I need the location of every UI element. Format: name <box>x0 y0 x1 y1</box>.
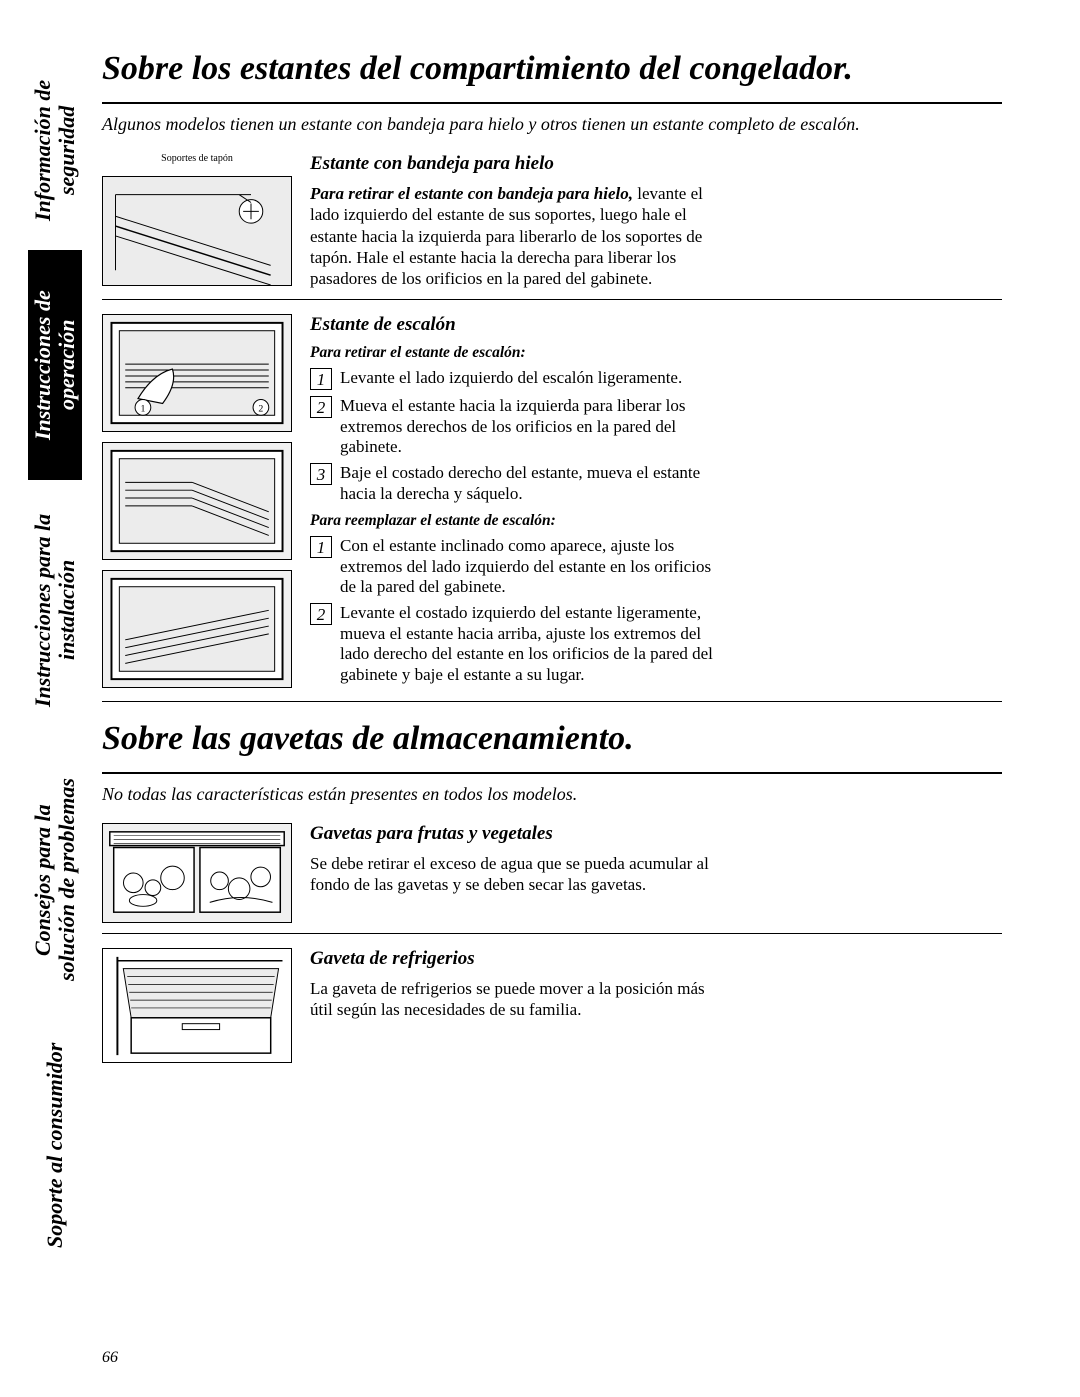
step-replace-2: 2Levante el costado izquierdo del estant… <box>310 603 730 685</box>
step-remove-3: 3Baje el costado derecho del estante, mu… <box>310 463 730 504</box>
tab-support: Soporte al consumidor <box>28 1020 82 1270</box>
tab-troubleshooting: Consejos para la solución de problemas <box>28 740 82 1020</box>
rule <box>102 772 1002 774</box>
section-snack-drawer: Gaveta de refrigerios La gaveta de refri… <box>102 948 1002 1073</box>
fig-step-shelf-mid <box>102 442 292 560</box>
heading-step-shelf: Estante de escalón <box>310 314 730 336</box>
tab-operation: Instrucciones de operación <box>28 250 82 480</box>
step-remove-2: 2Mueva el estante hacia la izquierda par… <box>310 396 730 457</box>
fig-ice-tray-shelf <box>102 176 292 286</box>
page-number: 66 <box>102 1349 118 1367</box>
section-ice-tray-shelf: Soportes de tapón <box>102 153 1002 300</box>
svg-text:1: 1 <box>140 404 145 415</box>
subhead-replace: Para reemplazar el estante de escalón: <box>310 512 730 530</box>
page-content: Sobre los estantes del compartimiento de… <box>102 50 1002 1087</box>
step-remove-1: 1Levante el lado izquierdo del escalón l… <box>310 368 730 390</box>
step-replace-1: 1Con el estante inclinado como aparece, … <box>310 536 730 597</box>
subhead-remove: Para retirar el estante de escalón: <box>310 344 730 362</box>
heading-snack: Gaveta de refrigerios <box>310 948 730 970</box>
side-tabs: Información de seguridad Instrucciones d… <box>28 50 82 1350</box>
stepnum: 3 <box>310 463 332 485</box>
stepnum: 1 <box>310 536 332 558</box>
title-freezer-shelves: Sobre los estantes del compartimiento de… <box>102 50 1002 88</box>
stepnum: 2 <box>310 603 332 625</box>
tab-installation: Instrucciones para la instalación <box>28 480 82 740</box>
body-snack: La gaveta de refrigerios se puede mover … <box>310 978 730 1021</box>
section-crisper-drawers: Gavetas para frutas y vegetales Se debe … <box>102 823 1002 934</box>
fig-crisper <box>102 823 292 923</box>
lead-bold: Para retirar el estante con bandeja para… <box>310 184 633 203</box>
heading-crisper: Gavetas para frutas y vegetales <box>310 823 730 845</box>
body-ice-tray-shelf: Para retirar el estante con bandeja para… <box>310 183 730 289</box>
stepnum: 2 <box>310 396 332 418</box>
intro-drawers: No todas las características están prese… <box>102 784 1002 805</box>
intro-freezer: Algunos modelos tienen un estante con ba… <box>102 114 1002 135</box>
fig-caption-stops: Soportes de tapón <box>102 153 292 164</box>
fig-step-shelf-replace <box>102 570 292 688</box>
svg-text:2: 2 <box>258 404 263 415</box>
body-crisper: Se debe retirar el exceso de agua que se… <box>310 853 730 896</box>
fig-step-shelf-remove: 1 2 <box>102 314 292 432</box>
section-step-shelf: 1 2 <box>102 314 1002 702</box>
heading-ice-tray-shelf: Estante con bandeja para hielo <box>310 153 730 175</box>
tab-safety: Información de seguridad <box>28 50 82 250</box>
rule <box>102 102 1002 104</box>
fig-snack-drawer <box>102 948 292 1063</box>
title-storage-drawers: Sobre las gavetas de almacenamiento. <box>102 720 1002 758</box>
stepnum: 1 <box>310 368 332 390</box>
